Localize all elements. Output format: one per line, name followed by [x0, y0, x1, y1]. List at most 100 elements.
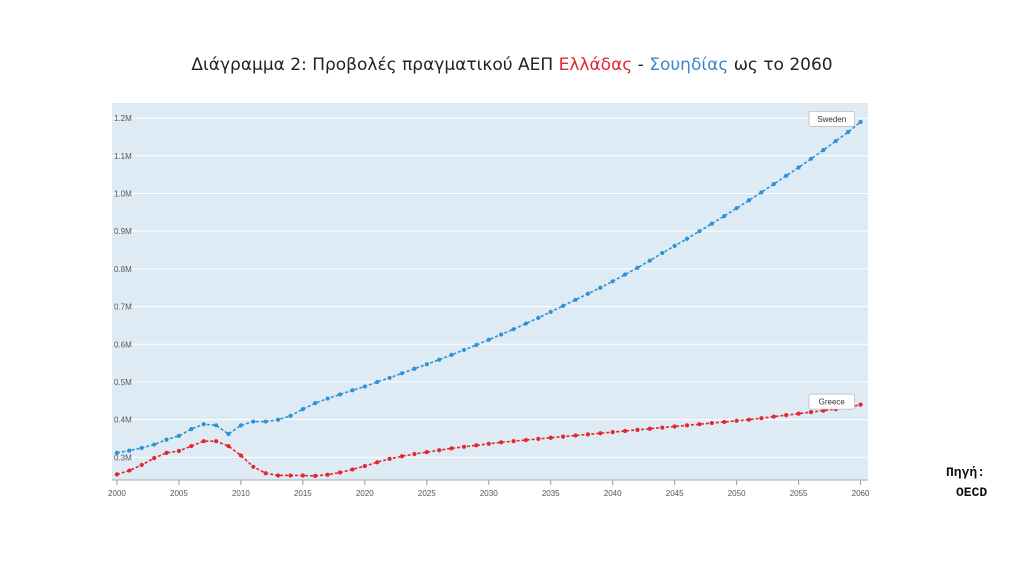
- data-point-greece: [350, 467, 355, 472]
- data-point-sweden: [474, 342, 479, 348]
- data-point-greece: [263, 471, 268, 476]
- series-label-box-sweden: [808, 110, 855, 127]
- data-point-greece: [536, 436, 541, 442]
- y-tick-label: 1.2M: [114, 114, 132, 123]
- data-point-greece: [647, 426, 652, 431]
- data-point-sweden: [808, 156, 814, 161]
- data-point-greece: [598, 431, 603, 436]
- data-point-greece: [610, 430, 615, 435]
- title-sweden: Σουηδίας: [649, 55, 729, 75]
- data-point-greece: [152, 456, 157, 461]
- data-point-greece: [449, 446, 454, 451]
- data-point-greece: [189, 443, 194, 449]
- data-point-sweden: [784, 173, 789, 178]
- y-tick-label: 1.0M: [114, 189, 132, 198]
- data-point-greece: [238, 453, 243, 458]
- x-tick-label: 2015: [294, 489, 312, 498]
- data-point-sweden: [461, 347, 467, 353]
- data-point-greece: [313, 473, 318, 478]
- data-point-greece: [139, 462, 144, 468]
- data-point-sweden: [313, 400, 318, 406]
- data-point-greece: [660, 425, 665, 430]
- data-point-sweden: [399, 371, 405, 376]
- x-tick-label: 2055: [790, 489, 808, 498]
- data-point-greece: [201, 439, 206, 444]
- data-point-greece: [499, 440, 504, 445]
- data-point-sweden: [561, 303, 566, 308]
- data-point-greece: [784, 413, 789, 418]
- data-point-greece: [337, 470, 343, 475]
- data-point-sweden: [325, 396, 330, 401]
- y-tick-label: 1.1M: [114, 152, 132, 161]
- y-tick-label: 0.4M: [114, 416, 132, 425]
- x-tick-label: 2010: [232, 489, 250, 498]
- chart-title: Διάγραμμα 2: Προβολές πραγματικού ΑΕΠ Ελ…: [0, 55, 1024, 75]
- data-point-greece: [127, 468, 132, 473]
- data-point-greece: [821, 408, 826, 413]
- data-point-sweden: [226, 431, 231, 437]
- x-tick-label: 2035: [542, 489, 560, 498]
- data-point-sweden: [833, 138, 838, 144]
- data-point-greece: [375, 460, 380, 465]
- x-tick-label: 2040: [604, 489, 622, 498]
- data-point-sweden: [511, 327, 516, 332]
- data-point-greece: [771, 414, 776, 419]
- plot-area: [112, 103, 868, 480]
- data-point-greece: [759, 416, 764, 421]
- data-point-greece: [722, 419, 727, 425]
- data-point-sweden: [139, 445, 144, 451]
- data-point-sweden: [300, 407, 305, 412]
- data-point-greece: [746, 417, 752, 422]
- title-suffix: ως το 2060: [728, 55, 833, 75]
- series-label-greece: Greece: [819, 398, 846, 407]
- data-point-greece: [399, 454, 405, 459]
- data-point-sweden: [585, 291, 591, 296]
- data-point-greece: [672, 424, 677, 429]
- x-tick-label: 2030: [480, 489, 498, 498]
- data-point-sweden: [846, 129, 851, 135]
- data-point-sweden: [350, 388, 355, 393]
- x-tick-label: 2000: [108, 489, 126, 498]
- data-point-greece: [635, 427, 640, 432]
- data-point-greece: [511, 439, 516, 444]
- data-point-greece: [622, 428, 628, 434]
- data-point-sweden: [548, 309, 553, 314]
- data-point-sweden: [536, 315, 541, 320]
- y-tick-label: 0.8M: [114, 265, 132, 274]
- data-point-sweden: [437, 357, 442, 362]
- data-point-greece: [474, 443, 479, 448]
- data-point-greece: [412, 451, 417, 457]
- y-tick-label: 0.5M: [114, 378, 132, 387]
- data-point-greece: [697, 422, 702, 427]
- data-point-greece: [362, 463, 367, 469]
- data-point-greece: [226, 443, 231, 449]
- title-separator: -: [632, 55, 650, 75]
- x-tick-label: 2020: [356, 489, 374, 498]
- data-point-sweden: [189, 427, 194, 432]
- data-point-sweden: [821, 148, 826, 153]
- data-point-sweden: [424, 362, 429, 367]
- data-point-sweden: [275, 417, 281, 422]
- data-point-greece: [387, 456, 392, 461]
- data-point-sweden: [164, 437, 169, 442]
- data-point-sweden: [288, 413, 293, 419]
- data-point-greece: [684, 423, 690, 428]
- data-point-sweden: [672, 243, 677, 248]
- data-point-sweden: [734, 206, 739, 211]
- data-point-sweden: [362, 384, 367, 389]
- data-point-sweden: [660, 250, 665, 256]
- data-point-sweden: [263, 419, 268, 424]
- data-point-sweden: [746, 198, 752, 203]
- x-tick-label: 2025: [418, 489, 436, 498]
- data-point-sweden: [375, 379, 380, 385]
- data-point-sweden: [573, 297, 578, 302]
- data-point-greece: [437, 448, 442, 453]
- x-tick-label: 2060: [852, 489, 870, 498]
- data-point-sweden: [251, 419, 256, 424]
- data-point-greece: [808, 410, 814, 415]
- data-point-sweden: [796, 165, 801, 170]
- data-point-greece: [548, 435, 553, 440]
- data-point-sweden: [337, 392, 343, 397]
- data-point-sweden: [238, 423, 243, 428]
- source-note: Πηγή: OECD: [946, 463, 987, 503]
